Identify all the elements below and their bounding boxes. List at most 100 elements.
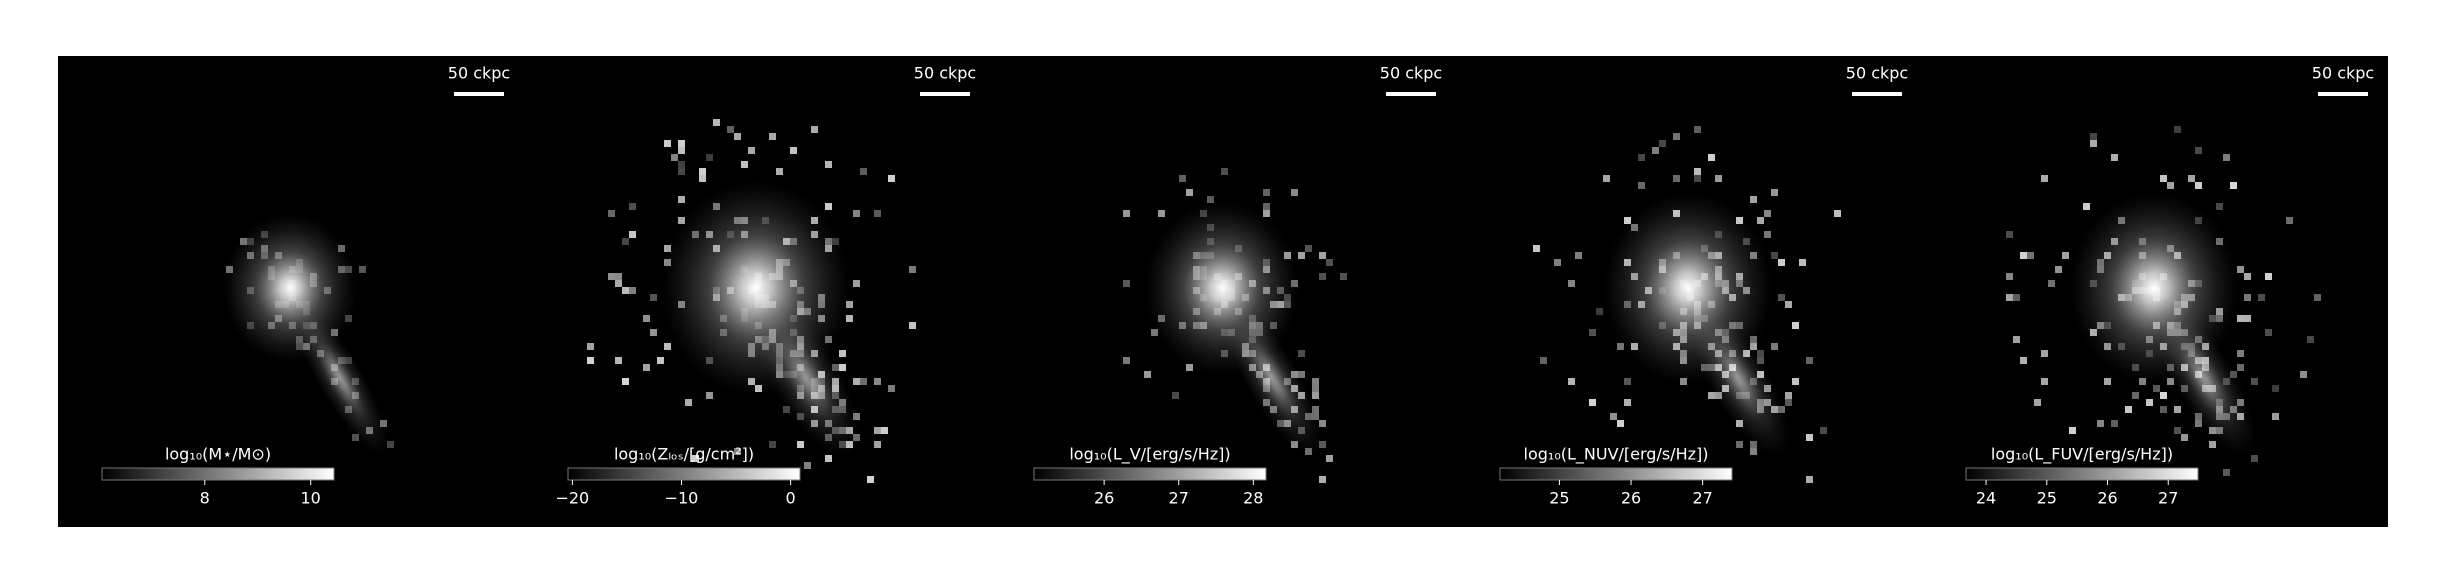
colorbar — [1499, 467, 1733, 481]
pixel — [2013, 336, 2020, 343]
pixel — [2006, 294, 2013, 301]
scalebar-label: 50 ckpc — [1846, 64, 1908, 83]
pixel — [1326, 259, 1333, 266]
pixel — [1785, 301, 1792, 308]
pixel — [1263, 203, 1270, 210]
pixel — [1221, 168, 1228, 175]
pixel — [1123, 210, 1130, 217]
pixel — [2069, 427, 2076, 434]
pixel — [1172, 392, 1179, 399]
pixel — [888, 385, 895, 392]
pixel — [2251, 455, 2258, 462]
pixel — [657, 357, 664, 364]
pixel — [678, 168, 685, 175]
galaxy-tail — [1221, 298, 1323, 458]
pixel — [2006, 231, 2013, 238]
pixel — [1708, 392, 1715, 399]
pixel — [1312, 378, 1319, 385]
scalebar-label: 50 ckpc — [914, 64, 976, 83]
colorbar — [1965, 467, 2199, 481]
pixel — [1799, 259, 1806, 266]
pixel — [1757, 217, 1764, 224]
pixel — [706, 392, 713, 399]
pixel — [2013, 294, 2020, 301]
pixel — [1750, 196, 1757, 203]
pixel — [1736, 441, 1743, 448]
scalebar-label: 50 ckpc — [2312, 64, 2374, 83]
pixel — [1792, 322, 1799, 329]
pixel — [1568, 280, 1575, 287]
pixel — [1340, 273, 1347, 280]
pixel — [1785, 392, 1792, 399]
pixel — [2216, 203, 2223, 210]
pixel — [2111, 154, 2118, 161]
pixel — [2174, 427, 2181, 434]
pixel — [678, 147, 685, 154]
pixel — [2230, 182, 2237, 189]
panel: 50 ckpc log₁₀(L_V/[erg/s/Hz]) 26 27 28 — [1033, 64, 1442, 508]
pixel — [2006, 273, 2013, 280]
pixel — [2160, 175, 2167, 182]
galaxy-tail — [1686, 298, 1790, 458]
pixel — [846, 315, 853, 322]
pixel — [622, 287, 629, 294]
pixel — [1708, 154, 1715, 161]
pixel — [2090, 133, 2097, 140]
panel: 50 ckpc log₁₀(L_FUV/[erg/s/Hz]) 24 25 26 27 — [1965, 64, 2374, 508]
pixel — [1806, 357, 1813, 364]
pixel — [874, 378, 881, 385]
pixel — [2244, 294, 2251, 301]
colorbar-tick-label: 26 — [2097, 489, 2117, 508]
pixel — [615, 273, 622, 280]
pixel — [2314, 294, 2321, 301]
colorbar-tick-label: 8 — [200, 489, 210, 508]
panel: 50 ckpc log₁₀(Zₗₒₛ/[g/cm²]) −20 −10 0 — [555, 64, 976, 508]
pixel — [2272, 413, 2279, 420]
pixel — [1319, 476, 1326, 483]
pixel — [888, 175, 895, 182]
pixel — [1806, 476, 1813, 483]
pixel — [1624, 399, 1631, 406]
pixel — [2020, 357, 2027, 364]
pixel — [664, 343, 671, 350]
pixel — [692, 455, 699, 462]
pixel — [2237, 266, 2244, 273]
pixel — [2174, 406, 2181, 413]
pixel — [1179, 175, 1186, 182]
pixel — [1771, 343, 1778, 350]
pixel — [2132, 392, 2139, 399]
pixel — [587, 343, 594, 350]
pixel — [2146, 399, 2153, 406]
pixel — [853, 378, 860, 385]
colorbar-tick-label: 24 — [1976, 489, 1996, 508]
pixel — [748, 147, 755, 154]
pixel — [825, 203, 832, 210]
pixel — [1792, 378, 1799, 385]
pixel — [671, 154, 678, 161]
pixel — [2223, 154, 2230, 161]
pixel — [2195, 420, 2202, 427]
colorbar-tick-label: −10 — [665, 489, 699, 508]
pixel — [2209, 441, 2216, 448]
pixel — [734, 133, 741, 140]
pixel — [1186, 189, 1193, 196]
pixel — [1652, 147, 1659, 154]
pixel — [1575, 252, 1582, 259]
pixel — [1617, 343, 1624, 350]
pixel — [769, 441, 776, 448]
pixel — [860, 168, 867, 175]
pixel — [909, 266, 916, 273]
pixel — [1298, 371, 1305, 378]
pixel — [1806, 434, 1813, 441]
pixel — [790, 147, 797, 154]
pixel — [622, 378, 629, 385]
colorbar — [567, 467, 801, 481]
pixel — [1673, 133, 1680, 140]
pixel — [1624, 217, 1631, 224]
colorbar-tick-label: 25 — [1549, 489, 1569, 508]
pixel — [685, 399, 692, 406]
pixel — [2055, 266, 2062, 273]
pixel — [2251, 378, 2258, 385]
pixel — [678, 140, 685, 147]
